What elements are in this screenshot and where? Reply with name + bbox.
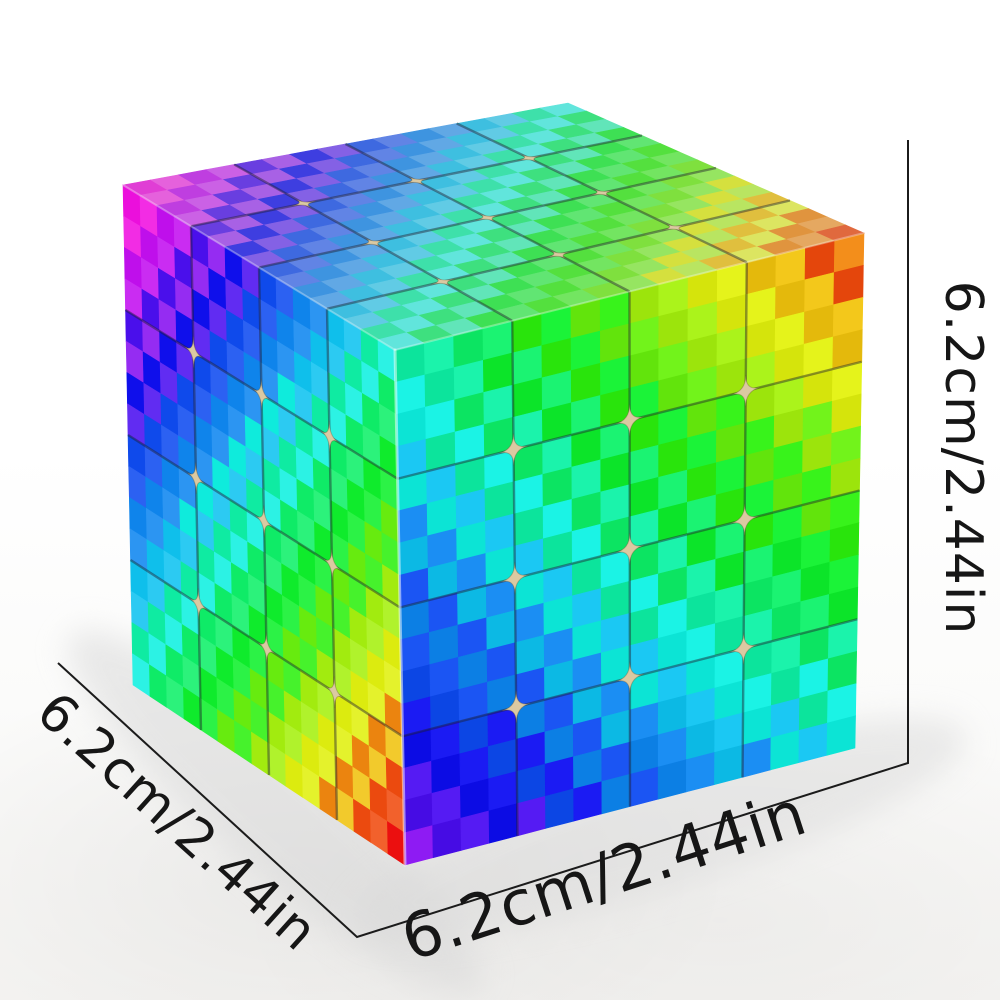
cube-top-face	[122, 102, 865, 351]
cube-edge-highlights	[122, 184, 865, 867]
height-dimension-label: 6.2cm/2.44in	[933, 280, 993, 636]
dimension-lines	[57, 140, 909, 939]
cube-left-face	[122, 184, 406, 866]
floor-shadow	[67, 629, 967, 995]
